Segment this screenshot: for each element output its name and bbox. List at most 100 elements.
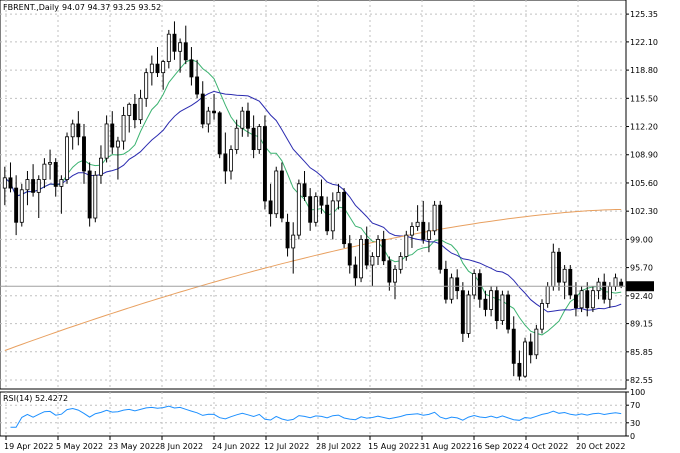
candle	[149, 55, 154, 86]
candle-body	[353, 264, 358, 279]
candle-body	[562, 268, 567, 283]
candle	[347, 235, 352, 274]
date-tick-label: 20 Oct 2022	[576, 442, 625, 451]
candle	[93, 170, 98, 223]
candle-body	[336, 191, 341, 202]
candle	[494, 286, 499, 330]
candle-body	[65, 136, 69, 180]
candle-body	[229, 149, 233, 172]
candle-body	[585, 290, 590, 309]
candle	[279, 162, 284, 223]
candle-body	[472, 273, 477, 296]
candle-body	[313, 196, 318, 223]
candle-body	[14, 187, 19, 223]
candle	[568, 265, 573, 300]
candle	[528, 333, 533, 364]
candle	[291, 222, 296, 274]
date-tick-label: 28 Jul 2022	[316, 442, 361, 451]
candle-body	[432, 204, 437, 232]
candle-body	[87, 170, 92, 219]
candle-body	[127, 103, 132, 116]
date-tick-label: 23 May 2022	[108, 442, 160, 451]
candle	[161, 59, 166, 90]
price-tick-label: 125.35	[630, 10, 658, 19]
date-tick-label: 19 Apr 2022	[4, 442, 53, 451]
price-axis[interactable]: 125.35 122.10 118.80 115.50 112.20 108.90 105.…	[626, 10, 658, 385]
date-tick-label: 31 Aug 2022	[420, 442, 471, 451]
candle	[449, 273, 454, 304]
candle-body	[381, 238, 386, 262]
candle	[489, 286, 494, 317]
candle	[144, 68, 149, 107]
candle-body	[387, 260, 392, 283]
candle-body	[511, 328, 516, 364]
candle-body	[376, 238, 380, 257]
candle	[376, 235, 380, 266]
candle-body	[489, 290, 494, 310]
ohlc-readout: 94.07 94.37 93.25 93.52	[62, 3, 161, 12]
candle	[166, 29, 171, 69]
candle	[183, 25, 188, 65]
rsi-label: RSI(14) 52.4272	[3, 394, 68, 403]
candle	[404, 230, 409, 261]
current-price-label: 93.52	[628, 282, 651, 291]
candle-body	[8, 177, 13, 189]
candle	[523, 337, 528, 378]
candle	[262, 115, 267, 210]
candle-body	[25, 179, 30, 191]
price-tick-label: 122.10	[630, 38, 658, 47]
candle	[330, 192, 335, 240]
candle-body	[325, 204, 330, 232]
candle-body	[359, 238, 364, 279]
candle	[466, 290, 471, 338]
candle-body	[285, 221, 290, 249]
candle	[302, 170, 307, 201]
candle-body	[409, 226, 414, 236]
candle-body	[48, 162, 53, 165]
candle	[579, 286, 584, 313]
candle-body	[500, 294, 505, 322]
candle-body	[200, 93, 205, 125]
candle-body	[257, 126, 262, 151]
candle-body	[234, 127, 239, 151]
candle-body	[178, 42, 183, 52]
candle	[98, 145, 103, 184]
candle	[31, 164, 36, 197]
candle-body	[443, 268, 448, 300]
candle	[319, 179, 324, 214]
candle-body	[551, 251, 556, 287]
candle	[336, 183, 341, 210]
candle	[87, 162, 92, 227]
candle-body	[104, 123, 109, 159]
candle-body	[602, 281, 607, 300]
candle	[53, 158, 58, 197]
candle	[398, 252, 403, 274]
current-price-tag	[626, 281, 654, 292]
candle	[70, 119, 75, 150]
candle	[195, 59, 200, 99]
candle-body	[296, 183, 301, 236]
date-axis[interactable]: 19 Apr 2022 5 May 2022 23 May 2022 8 Jun 20…	[4, 436, 625, 451]
candle	[506, 290, 511, 334]
candle-body	[36, 179, 41, 193]
candle-body	[98, 157, 103, 176]
price-tick-label: 108.90	[630, 151, 658, 160]
candle-body	[82, 136, 86, 172]
candle-body	[223, 153, 228, 172]
ind-tick-label: 0	[630, 432, 635, 441]
candle	[59, 175, 64, 214]
indicator-pane[interactable]	[0, 391, 627, 437]
candle-body	[93, 174, 98, 219]
candle-body	[342, 191, 347, 245]
candle-body	[517, 362, 522, 377]
main-pane[interactable]	[0, 0, 627, 390]
candle-body	[347, 243, 352, 266]
candle-body	[421, 221, 426, 240]
candle	[432, 200, 437, 236]
candle	[8, 162, 13, 193]
candle-body	[121, 115, 126, 142]
candle	[325, 196, 330, 236]
candle-body	[404, 234, 409, 257]
candle-body	[2, 177, 7, 189]
